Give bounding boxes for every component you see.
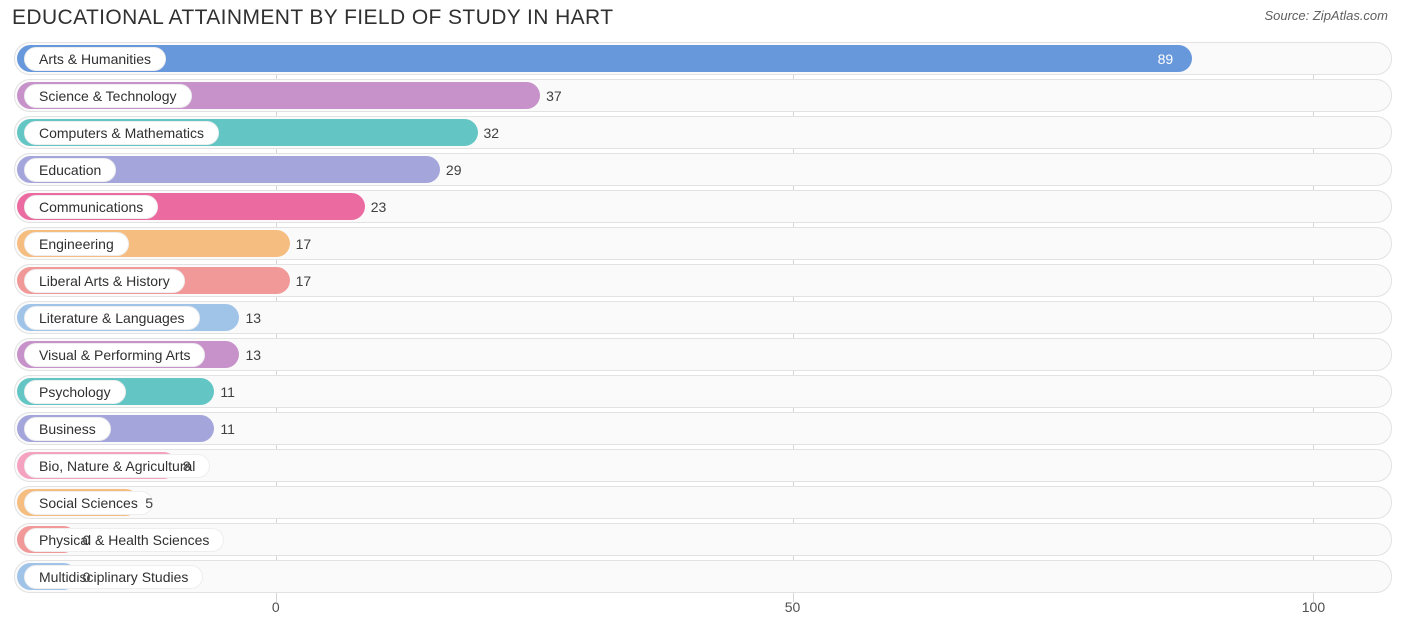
bar-value: 8 — [183, 458, 191, 474]
bar-track — [14, 486, 1392, 519]
bar-value: 0 — [83, 569, 91, 585]
chart-title: EDUCATIONAL ATTAINMENT BY FIELD OF STUDY… — [12, 6, 613, 30]
bar-value: 89 — [1158, 51, 1174, 67]
source-attribution: Source: ZipAtlas.com — [1264, 8, 1388, 23]
bar-row: Business 11 — [14, 412, 1392, 445]
bar-label: Education — [24, 158, 116, 182]
bar-row: Computers & Mathematics 32 — [14, 116, 1392, 149]
bar-row: Literature & Languages 13 — [14, 301, 1392, 334]
bar-row: Communications 23 — [14, 190, 1392, 223]
bar-label: Physical & Health Sciences — [24, 528, 224, 552]
bar-label: Arts & Humanities — [24, 47, 166, 71]
axis-tick-label: 100 — [1302, 599, 1325, 615]
source-prefix: Source: — [1264, 8, 1312, 23]
bar-value: 32 — [484, 125, 500, 141]
bar-row: Bio, Nature & Agricultural8 — [14, 449, 1392, 482]
bars-container: Arts & Humanities 89 Science & Technology 3… — [14, 42, 1392, 593]
bar-label: Multidisciplinary Studies — [24, 565, 203, 589]
bar-value: 13 — [245, 310, 261, 326]
bar-value: 17 — [296, 236, 312, 252]
bar-value: 23 — [371, 199, 387, 215]
bar-label: Computers & Mathematics — [24, 121, 219, 145]
bar-label: Literature & Languages — [24, 306, 200, 330]
bar-value: 13 — [245, 347, 261, 363]
bar-track — [14, 449, 1392, 482]
chart-area: Arts & Humanities 89 Science & Technology 3… — [14, 42, 1392, 602]
axis-tick-label: 0 — [272, 599, 280, 615]
bar-label: Visual & Performing Arts — [24, 343, 205, 367]
bar-row: Liberal Arts & History 17 — [14, 264, 1392, 297]
bar-row: Physical & Health Sciences0 — [14, 523, 1392, 556]
bar-row: Education 29 — [14, 153, 1392, 186]
bar-value: 11 — [220, 384, 235, 400]
bar-value: 29 — [446, 162, 462, 178]
bar-value: 5 — [145, 495, 153, 511]
bar-row: Arts & Humanities 89 — [14, 42, 1392, 75]
bar-row: Science & Technology 37 — [14, 79, 1392, 112]
bar-track — [14, 560, 1392, 593]
bar-value: 11 — [220, 421, 235, 437]
bar-row: Psychology 11 — [14, 375, 1392, 408]
bar-value: 17 — [296, 273, 312, 289]
bar-fill — [17, 45, 1192, 72]
axis-tick-label: 50 — [785, 599, 801, 615]
bar-label: Liberal Arts & History — [24, 269, 185, 293]
bar-label: Engineering — [24, 232, 129, 256]
bar-label: Psychology — [24, 380, 126, 404]
bar-row: Social Sciences5 — [14, 486, 1392, 519]
bar-row: Engineering 17 — [14, 227, 1392, 260]
bar-label: Business — [24, 417, 111, 441]
source-name: ZipAtlas.com — [1313, 8, 1388, 23]
bar-label: Social Sciences — [24, 491, 153, 515]
bar-label: Science & Technology — [24, 84, 192, 108]
bar-value: 0 — [83, 532, 91, 548]
bar-label: Communications — [24, 195, 158, 219]
bar-row: Visual & Performing Arts 13 — [14, 338, 1392, 371]
bar-value: 37 — [546, 88, 562, 104]
x-axis: 0 50 100 — [14, 597, 1392, 619]
bar-row: Multidisciplinary Studies0 — [14, 560, 1392, 593]
header: EDUCATIONAL ATTAINMENT BY FIELD OF STUDY… — [0, 0, 1406, 30]
